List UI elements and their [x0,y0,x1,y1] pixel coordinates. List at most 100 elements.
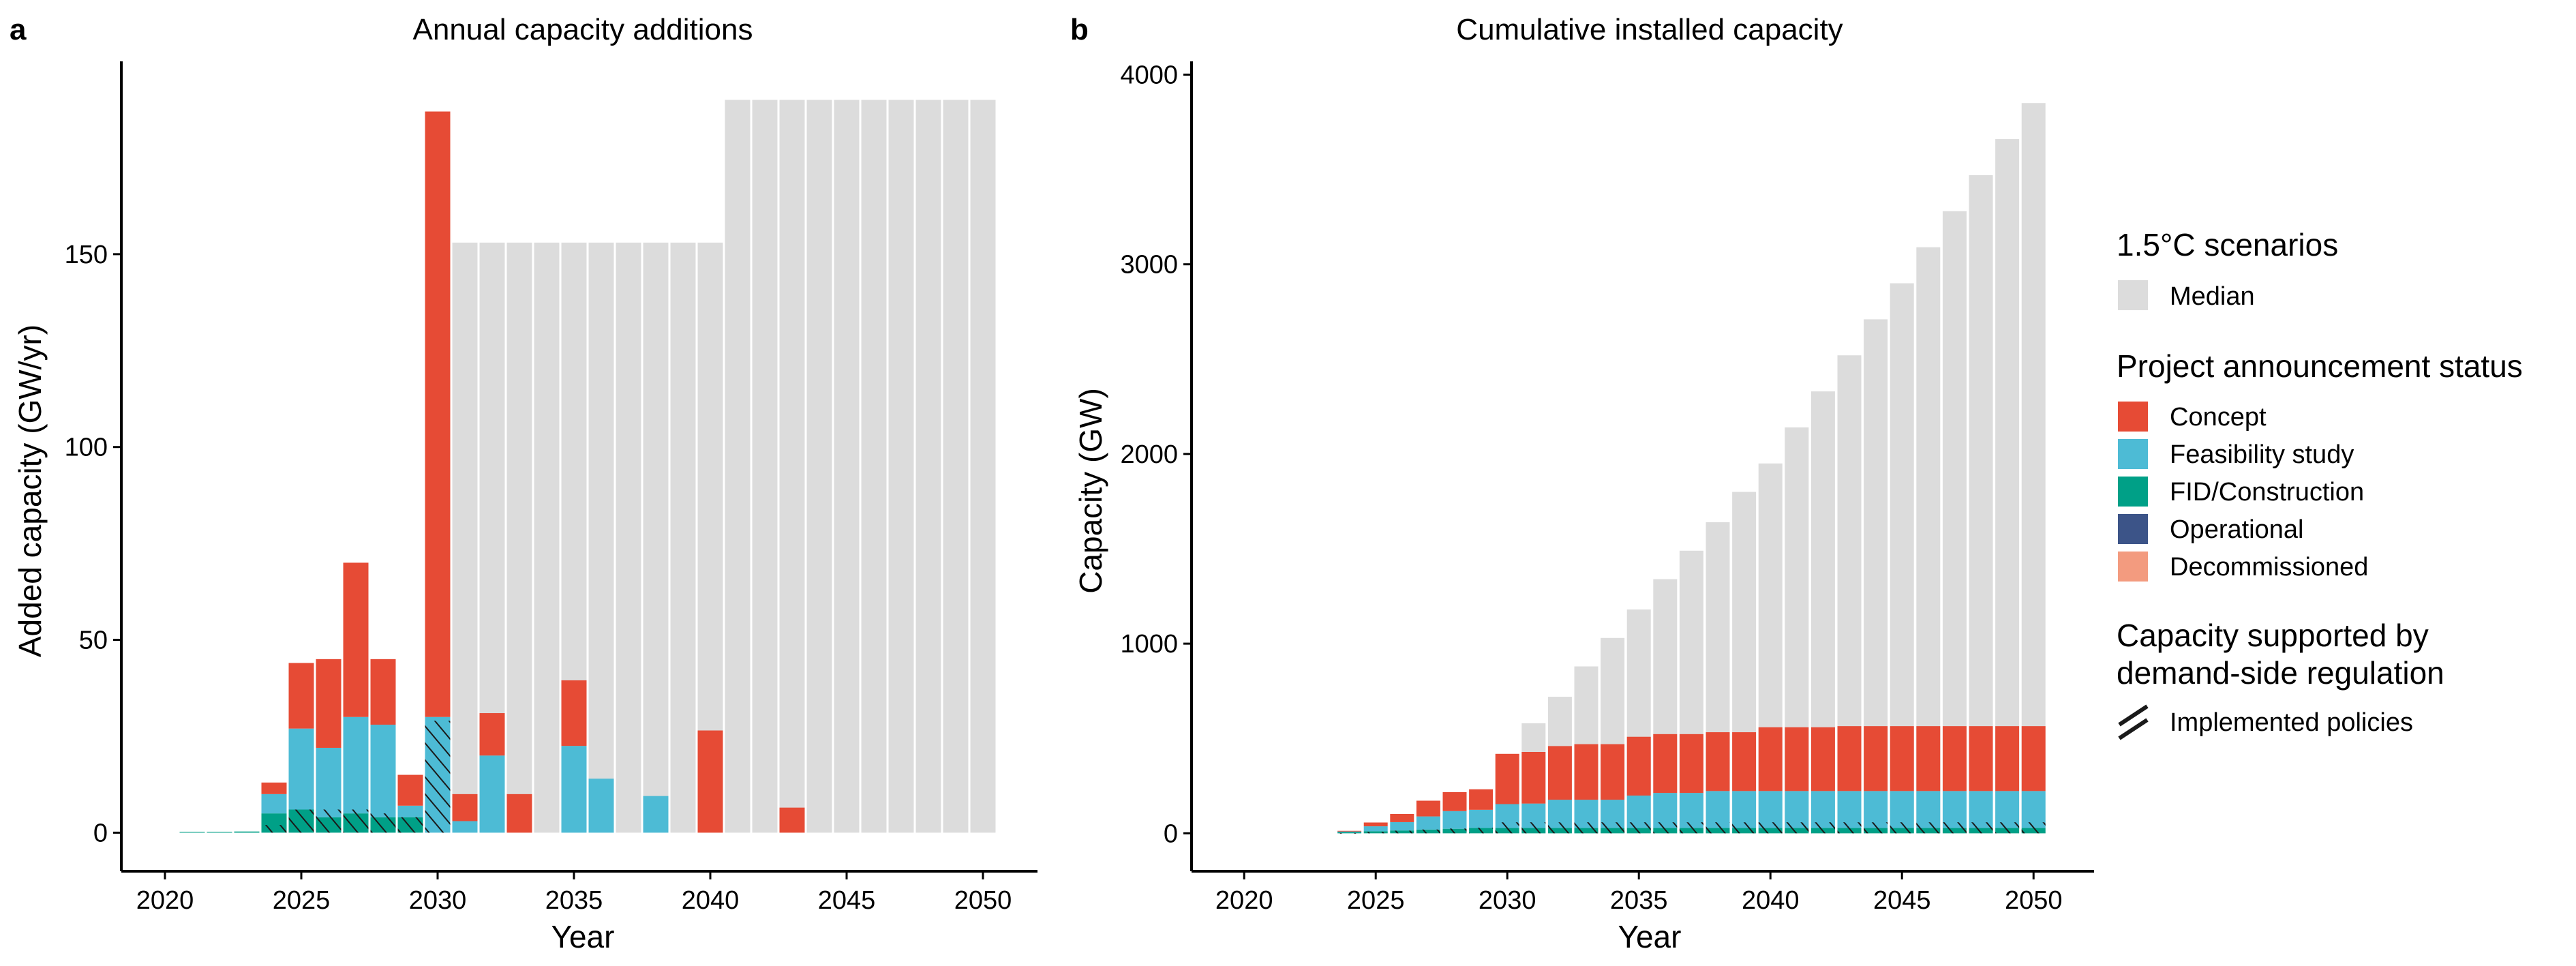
x-tick-label: 2050 [2005,886,2063,915]
legend-label-feasibility: Feasibility study [2170,440,2354,469]
policy-hatch-bar [288,809,314,833]
feasibility-bar [1864,791,1888,828]
panel-a: a Annual capacity additions 0 50 100 150 202… [10,13,1037,954]
concept-bar [397,774,423,806]
y-tick-label: 0 [1164,819,1178,848]
concept-bar [1995,726,2020,791]
concept-bar [1706,732,1730,791]
plot-a-policy-hatch [261,721,451,833]
concept-bar [343,562,369,717]
hatch-icon [2118,704,2149,740]
legend-label-fid: FID/Construction [2170,478,2364,507]
feasibility-bar [1653,793,1678,828]
feasibility-bar [561,746,587,833]
concept-bar [1890,726,1914,791]
x-tick-label: 2045 [1873,886,1931,915]
feasibility-bar [1837,791,1862,828]
feasibility-bar [1442,811,1467,829]
x-tick-label: 2050 [954,886,1012,915]
concept-bar [1469,789,1494,810]
panel-a-letter: a [10,13,27,46]
policy-hatch-bar [1785,822,1809,834]
feasibility-bar [2021,791,2046,828]
concept-bar [479,713,505,756]
policy-hatch-bar [1969,822,1993,834]
median-bar [970,100,996,833]
feasibility-bar [316,747,342,817]
feasibility-bar [1732,791,1757,828]
median-bar [588,242,614,833]
feasibility-bar [1416,816,1440,830]
feasibility-bar [1363,826,1388,832]
median-bar [725,100,751,833]
legend-scenario-title: 1.5°C scenarios [2117,227,2338,262]
policy-hatch-bar [316,809,342,833]
panel-b: b Cumulative installed capacity 0 1000 200… [1070,13,2094,954]
feasibility-bar [1390,821,1414,831]
concept-bar [1521,751,1546,804]
feasibility-bar [1890,791,1914,828]
concept-bar [1916,726,1941,791]
feasibility-bar [261,794,287,814]
policy-hatch-bar [1495,822,1519,834]
policy-hatch-bar [1442,828,1467,834]
x-tick-label: 2035 [1610,886,1668,915]
feasibility-bar [370,725,396,817]
median-bar [452,242,478,833]
concept-bar [1495,753,1519,804]
fid-bar [1337,832,1362,834]
median-bar [643,242,669,833]
concept-bar [506,794,532,833]
legend-policy-title-line2: demand-side regulation [2117,655,2444,691]
y-tick-label: 3000 [1120,251,1178,280]
feasibility-bar [479,755,505,833]
plot-b-status-bars [1337,726,2046,834]
concept-bar [1574,744,1598,800]
legend-key-feasibility [2118,439,2148,469]
concept-bar [697,730,723,833]
policy-hatch-bar [1363,832,1388,834]
median-bar [943,100,969,833]
plot-b-axes: 0 1000 2000 3000 4000 2020 2025 2030 2035 2040 204… [1120,61,2094,915]
median-bar [834,100,860,833]
median-bar [752,100,778,833]
policy-hatch-bar [1601,822,1625,834]
median-bar [670,242,696,833]
x-tick-label: 2035 [545,886,603,915]
concept-bar [1837,726,1862,791]
concept-bar [425,111,451,717]
concept-bar [1547,746,1572,800]
policy-hatch-bar [1995,822,2020,834]
fid-bar [234,831,260,833]
policy-hatch-bar [1837,822,1862,834]
policy-hatch-bar [343,809,369,833]
policy-hatch-bar [1574,822,1598,834]
concept-bar [1442,791,1467,811]
policy-hatch-bar [397,817,423,833]
concept-bar [1864,726,1888,791]
median-bar [861,100,887,833]
x-tick-label: 2045 [818,886,876,915]
panel-a-title: Annual capacity additions [413,13,753,46]
feasibility-bar [343,716,369,814]
feasibility-bar [288,728,314,810]
x-tick-label: 2020 [136,886,194,915]
feasibility-bar [1785,791,1809,828]
median-bar [888,100,914,833]
policy-hatch-bar [1653,822,1678,834]
policy-hatch-bar [1547,822,1572,834]
concept-bar [1679,734,1703,794]
concept-bar [316,659,342,748]
concept-bar [370,659,396,725]
concept-bar [1942,726,1967,791]
panel-b-y-axis-title: Capacity (GW) [1073,388,1108,594]
policy-hatch-bar [1810,822,1835,834]
median-bar [1995,139,2020,834]
policy-hatch-bar [1890,822,1914,834]
median-bar [616,242,641,833]
concept-bar [1626,736,1651,796]
concept-bar [779,807,805,833]
panel-b-x-axis-title: Year [1618,919,1682,954]
y-tick-label: 50 [79,627,108,655]
